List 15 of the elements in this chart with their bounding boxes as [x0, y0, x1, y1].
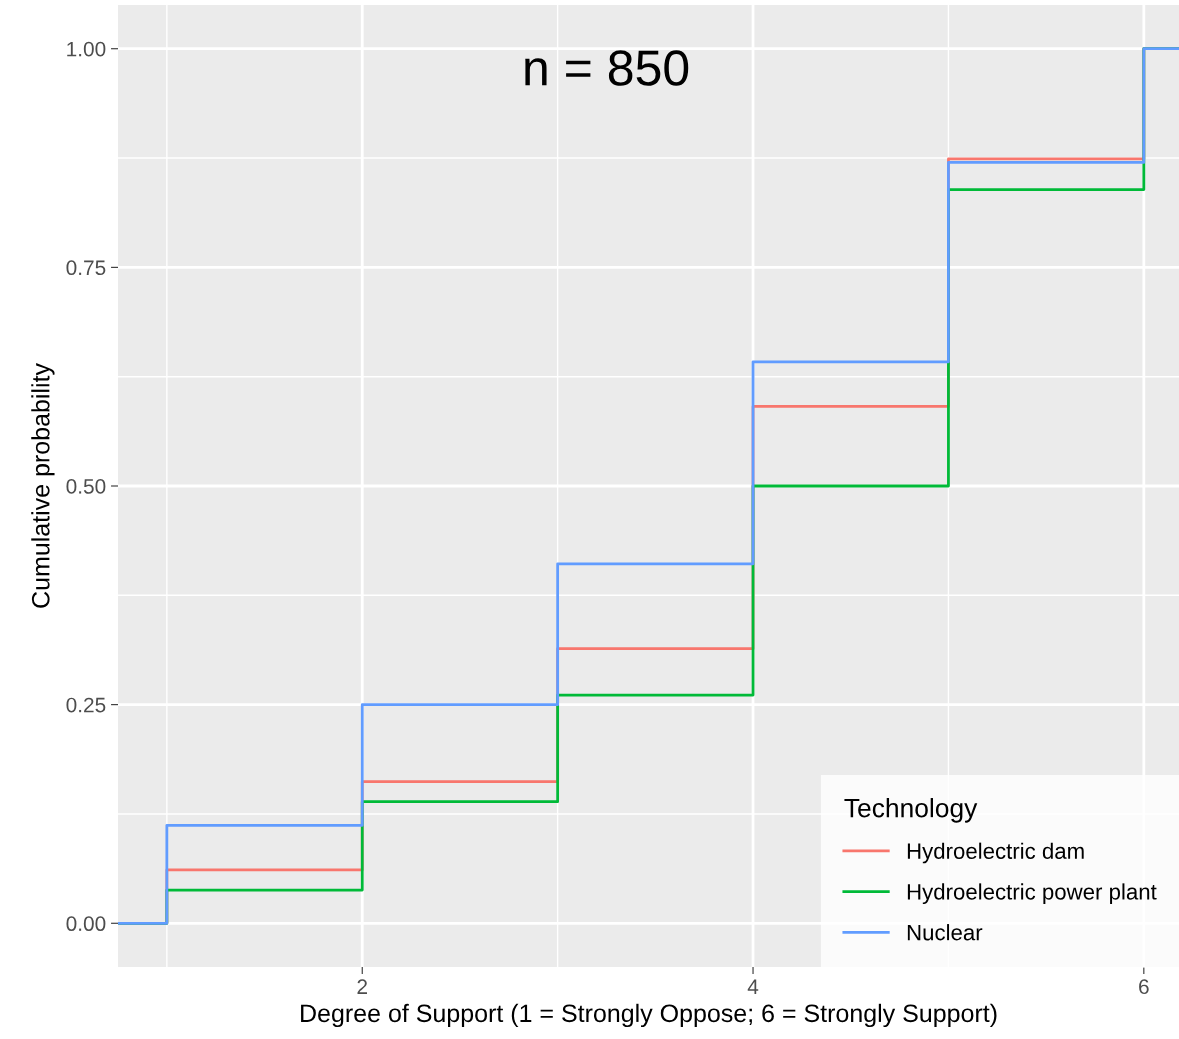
x-axis-title: Degree of Support (1 = Strongly Oppose; 6 = Strongly Support): [301, 1003, 997, 1028]
y-tick-label: 1.00: [67, 41, 106, 57]
y-tick-label: 0.00: [66, 916, 106, 932]
legend-title: Technology: [844, 798, 978, 823]
x-tick-label: 6: [1139, 979, 1149, 995]
y-tick-label: 0.25: [66, 697, 106, 713]
legend-label: Hydroelectric power plant: [907, 883, 1157, 905]
y-tick-label: 0.50: [66, 479, 106, 494]
x-tick-label: 2: [357, 979, 367, 994]
legend-label: Hydroelectric dam: [907, 842, 1084, 864]
legend-label: Nuclear: [907, 924, 983, 941]
y-tick-label: 0.75: [66, 260, 106, 276]
x-tick-label: 4: [747, 979, 759, 994]
y-axis-title: Cumulative probability: [31, 363, 55, 608]
annotation: n = 850: [525, 50, 689, 86]
